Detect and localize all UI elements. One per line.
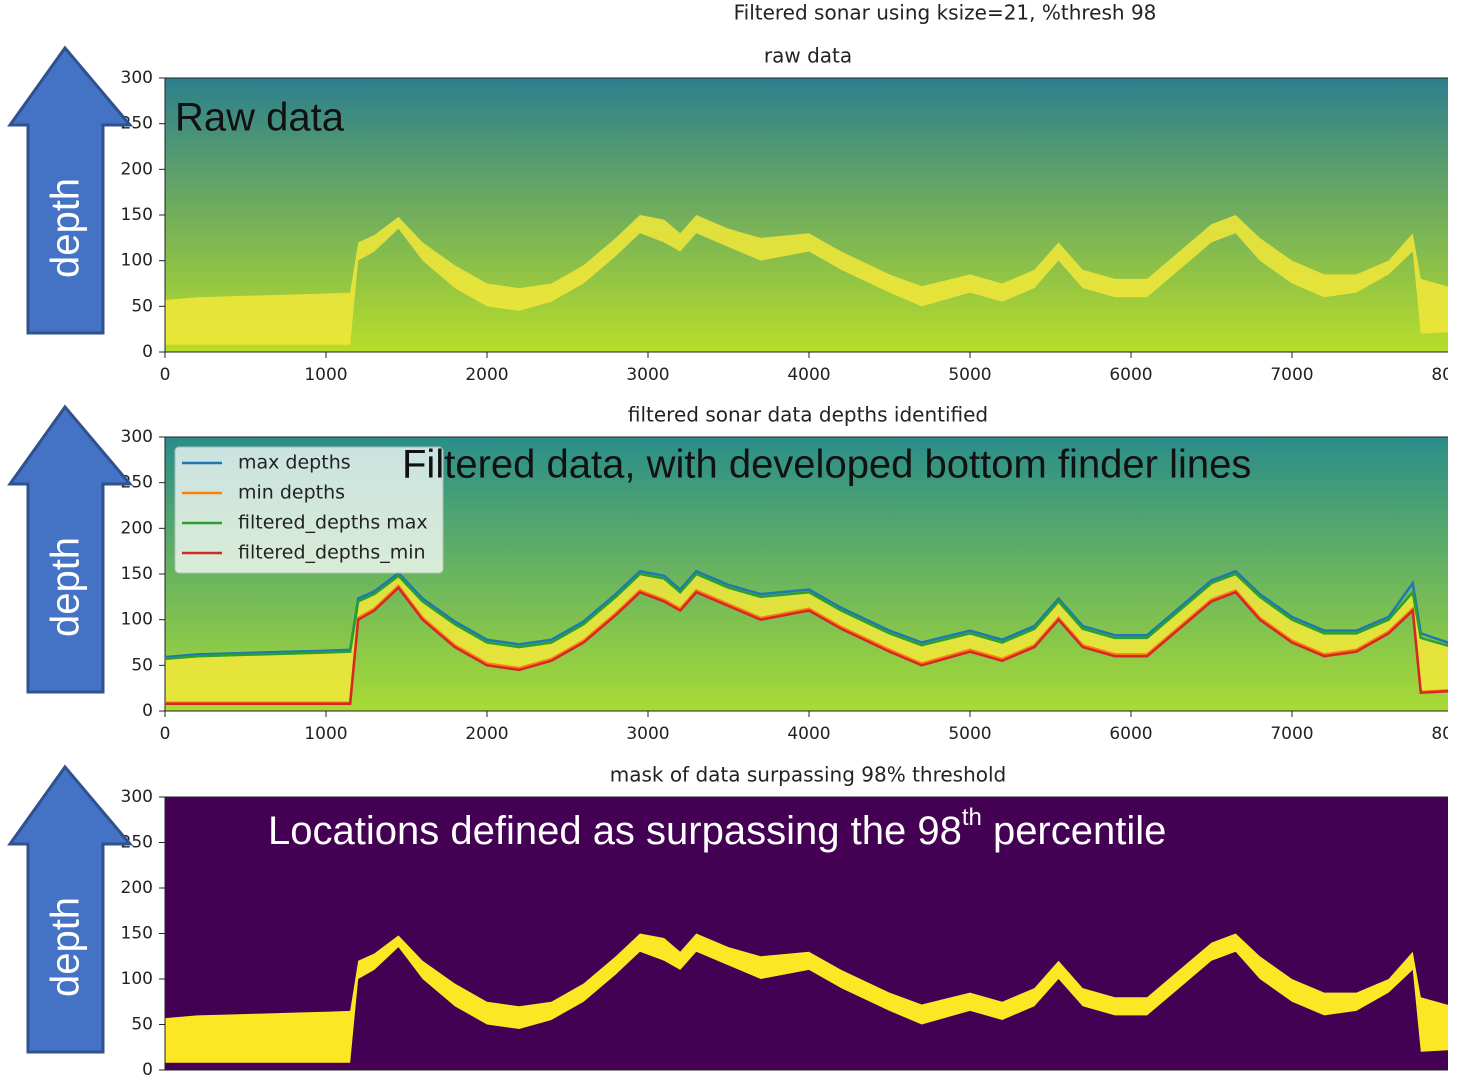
x-tick-label: 6000 (1109, 724, 1152, 744)
y-tick-label: 150 (121, 564, 153, 584)
y-tick-label: 200 (121, 518, 153, 538)
y-tick-label: 100 (121, 251, 153, 271)
x-tick-label: 1000 (304, 724, 347, 744)
x-tick-label: 0 (160, 724, 171, 744)
chart-title: raw data (764, 44, 852, 68)
y-tick-label: 50 (131, 1015, 153, 1035)
y-tick-label: 300 (121, 787, 153, 807)
y-tick-label: 100 (121, 610, 153, 630)
arrow-label: depth (44, 897, 88, 997)
figure: 0501001502002503000100020003000400050006… (0, 0, 1463, 1078)
x-tick-label: 2000 (465, 365, 508, 385)
y-tick-label: 0 (142, 701, 153, 721)
x-tick-label: 6000 (1109, 365, 1152, 385)
annotation-part: percentile (982, 809, 1167, 853)
y-tick-label: 200 (121, 878, 153, 898)
x-tick-label: 0 (160, 365, 171, 385)
x-tick-label: 7000 (1270, 724, 1313, 744)
x-tick-label: 7000 (1270, 365, 1313, 385)
suptitle: Filtered sonar using ksize=21, %thresh 9… (734, 1, 1157, 25)
arrow-label: depth (44, 537, 88, 637)
x-tick-label: 1000 (304, 365, 347, 385)
y-tick-label: 0 (142, 342, 153, 362)
legend-label: filtered_depths_min (238, 542, 426, 564)
annotation: Filtered data, with developed bottom fin… (402, 443, 1251, 487)
y-tick-label: 300 (121, 427, 153, 447)
y-tick-label: 100 (121, 969, 153, 989)
y-tick-label: 50 (131, 296, 153, 316)
x-tick-label: 3000 (626, 724, 669, 744)
annotation: Locations defined as surpassing the 98th… (268, 804, 1166, 852)
plot-background (165, 78, 1453, 352)
x-tick-label: 4000 (787, 365, 830, 385)
x-tick-label: 2000 (465, 724, 508, 744)
legend-label: max depths (238, 452, 351, 474)
y-tick-label: 150 (121, 205, 153, 225)
legend-label: min depths (238, 482, 345, 504)
annotation: Raw data (175, 96, 345, 140)
arrow-label: depth (44, 178, 88, 278)
y-tick-label: 50 (131, 655, 153, 675)
y-tick-label: 0 (142, 1060, 153, 1078)
annotation-part: Locations defined as surpassing the 98 (268, 809, 962, 853)
x-tick-label: 5000 (948, 365, 991, 385)
legend-label: filtered_depths max (238, 512, 428, 534)
y-tick-label: 300 (121, 68, 153, 88)
x-tick-label: 4000 (787, 724, 830, 744)
chart-title: filtered sonar data depths identified (628, 403, 988, 427)
chart-title: mask of data surpassing 98% threshold (610, 763, 1007, 787)
annotation-part: th (962, 804, 982, 831)
x-tick-label: 3000 (626, 365, 669, 385)
y-tick-label: 150 (121, 924, 153, 944)
y-tick-label: 200 (121, 159, 153, 179)
x-tick-label: 5000 (948, 724, 991, 744)
